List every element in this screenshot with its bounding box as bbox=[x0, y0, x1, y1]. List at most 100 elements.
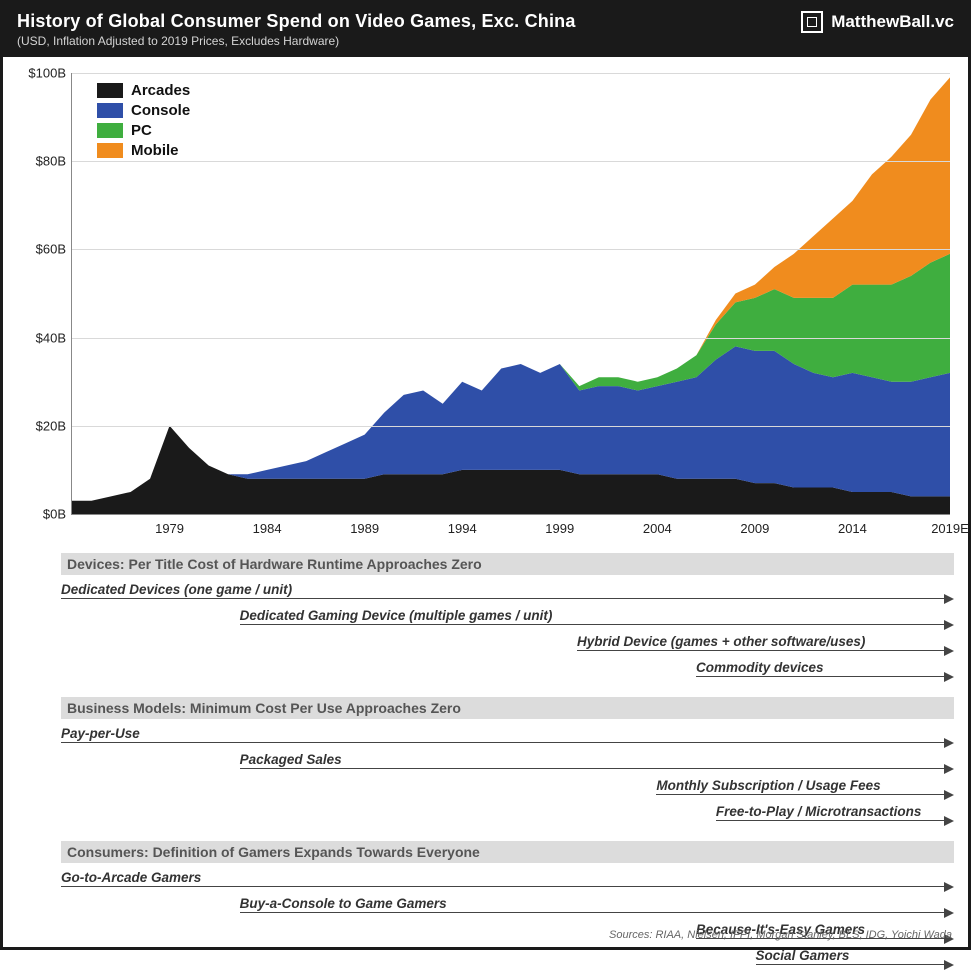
arrow-line bbox=[696, 676, 946, 677]
legend-item: Arcades bbox=[97, 82, 190, 99]
arrow-head-icon bbox=[944, 816, 954, 826]
y-axis-label: $80B bbox=[18, 154, 66, 169]
annotation-arrow: Dedicated Devices (one game / unit) bbox=[61, 585, 954, 599]
annotation-lane: Free-to-Play / Microtransactions bbox=[61, 801, 954, 827]
gridline bbox=[72, 249, 950, 250]
annotation-arrow: Monthly Subscription / Usage Fees bbox=[656, 781, 954, 795]
annotation-arrow: Hybrid Device (games + other software/us… bbox=[577, 637, 954, 651]
legend-label: Arcades bbox=[131, 82, 190, 99]
annotation-heading: Consumers: Definition of Gamers Expands … bbox=[61, 841, 954, 863]
arrow-head-icon bbox=[944, 960, 954, 970]
x-axis-label: 2004 bbox=[643, 521, 672, 536]
annotation-lane: Go-to-Arcade Gamers bbox=[61, 867, 954, 893]
chart-title: History of Global Consumer Spend on Vide… bbox=[17, 11, 576, 32]
legend-swatch bbox=[97, 83, 123, 98]
brand-icon bbox=[801, 11, 823, 33]
arrow-line bbox=[656, 794, 946, 795]
gridline bbox=[72, 426, 950, 427]
figure-body: $0B $20B $40B $60B $80B $100B 1979 1984 1989 1994… bbox=[0, 57, 971, 950]
figure-frame: History of Global Consumer Spend on Vide… bbox=[0, 0, 971, 951]
arrow-head-icon bbox=[944, 672, 954, 682]
legend-label: Mobile bbox=[131, 142, 179, 159]
annotation-label: Social Gamers bbox=[756, 948, 850, 963]
legend-swatch bbox=[97, 123, 123, 138]
legend-item: Mobile bbox=[97, 142, 190, 159]
annotation-label: Hybrid Device (games + other software/us… bbox=[577, 634, 865, 649]
arrow-line bbox=[756, 964, 946, 965]
x-axis-label: 1999 bbox=[545, 521, 574, 536]
legend-item: Console bbox=[97, 102, 190, 119]
annotation-lane: Dedicated Devices (one game / unit) bbox=[61, 579, 954, 605]
arrow-line bbox=[61, 886, 946, 887]
x-axis-label: 2019E bbox=[931, 521, 969, 536]
arrow-line bbox=[61, 742, 946, 743]
annotation-label: Pay-per-Use bbox=[61, 726, 140, 741]
chart: $0B $20B $40B $60B $80B $100B 1979 1984 1989 1994… bbox=[17, 69, 954, 539]
annotation-section: Devices: Per Title Cost of Hardware Runt… bbox=[61, 553, 954, 683]
arrow-head-icon bbox=[944, 738, 954, 748]
legend-label: Console bbox=[131, 102, 190, 119]
arrow-head-icon bbox=[944, 908, 954, 918]
annotation-lane: Buy-a-Console to Game Gamers bbox=[61, 893, 954, 919]
arrow-line bbox=[716, 820, 946, 821]
legend-swatch bbox=[97, 103, 123, 118]
brand-label: MatthewBall.vc bbox=[831, 12, 954, 32]
annotation-label: Monthly Subscription / Usage Fees bbox=[656, 778, 880, 793]
arrow-line bbox=[240, 624, 946, 625]
y-axis-label: $60B bbox=[18, 242, 66, 257]
annotation-arrow: Go-to-Arcade Gamers bbox=[61, 873, 954, 887]
plot-area: $0B$20B$40B$60B$80B$100B1979198419891994… bbox=[71, 73, 950, 515]
annotation-label: Dedicated Devices (one game / unit) bbox=[61, 582, 292, 597]
stacked-area-svg bbox=[72, 73, 950, 514]
legend-label: PC bbox=[131, 122, 152, 139]
annotation-label: Buy-a-Console to Game Gamers bbox=[240, 896, 447, 911]
arrow-head-icon bbox=[944, 594, 954, 604]
y-axis-label: $100B bbox=[18, 66, 66, 81]
arrow-line bbox=[577, 650, 946, 651]
arrow-head-icon bbox=[944, 646, 954, 656]
annotation-lane: Dedicated Gaming Device (multiple games … bbox=[61, 605, 954, 631]
gridline bbox=[72, 161, 950, 162]
arrow-head-icon bbox=[944, 882, 954, 892]
annotation-arrow: Packaged Sales bbox=[240, 755, 954, 769]
annotation-arrow: Buy-a-Console to Game Gamers bbox=[240, 899, 954, 913]
gridline bbox=[72, 338, 950, 339]
arrow-head-icon bbox=[944, 764, 954, 774]
annotation-label: Dedicated Gaming Device (multiple games … bbox=[240, 608, 553, 623]
annotation-section: Consumers: Definition of Gamers Expands … bbox=[61, 841, 954, 971]
arrow-line bbox=[240, 768, 946, 769]
annotation-arrow: Pay-per-Use bbox=[61, 729, 954, 743]
y-axis-label: $40B bbox=[18, 330, 66, 345]
annotation-arrow: Free-to-Play / Microtransactions bbox=[716, 807, 954, 821]
annotation-lane: Pay-per-Use bbox=[61, 723, 954, 749]
annotation-arrow: Social Gamers bbox=[756, 951, 954, 965]
annotation-lane: Hybrid Device (games + other software/us… bbox=[61, 631, 954, 657]
y-axis-label: $20B bbox=[18, 418, 66, 433]
arrow-line bbox=[61, 598, 946, 599]
annotation-label: Commodity devices bbox=[696, 660, 824, 675]
annotation-section: Business Models: Minimum Cost Per Use Ap… bbox=[61, 697, 954, 827]
x-axis-label: 1989 bbox=[350, 521, 379, 536]
annotation-heading: Devices: Per Title Cost of Hardware Runt… bbox=[61, 553, 954, 575]
annotation-lane: Packaged Sales bbox=[61, 749, 954, 775]
annotation-heading: Business Models: Minimum Cost Per Use Ap… bbox=[61, 697, 954, 719]
x-axis-label: 1979 bbox=[155, 521, 184, 536]
legend: Arcades Console PC Mobile bbox=[97, 79, 190, 162]
annotation-lane: Monthly Subscription / Usage Fees bbox=[61, 775, 954, 801]
x-axis-label: 2014 bbox=[838, 521, 867, 536]
brand: MatthewBall.vc bbox=[801, 11, 954, 33]
annotation-label: Go-to-Arcade Gamers bbox=[61, 870, 201, 885]
annotation-bands: Devices: Per Title Cost of Hardware Runt… bbox=[17, 553, 954, 971]
x-axis-label: 1994 bbox=[448, 521, 477, 536]
arrow-line bbox=[240, 912, 946, 913]
arrow-head-icon bbox=[944, 620, 954, 630]
arrow-head-icon bbox=[944, 790, 954, 800]
annotation-arrow: Commodity devices bbox=[696, 663, 954, 677]
chart-subtitle: (USD, Inflation Adjusted to 2019 Prices,… bbox=[17, 34, 576, 48]
sources-footnote: Sources: RIAA, Nielsen, IFPI, Morgan Sta… bbox=[609, 929, 952, 941]
annotation-arrow: Dedicated Gaming Device (multiple games … bbox=[240, 611, 954, 625]
x-axis-label: 1984 bbox=[253, 521, 282, 536]
annotation-lane: Social Gamers bbox=[61, 945, 954, 971]
x-axis-label: 2009 bbox=[740, 521, 769, 536]
y-axis-label: $0B bbox=[18, 507, 66, 522]
